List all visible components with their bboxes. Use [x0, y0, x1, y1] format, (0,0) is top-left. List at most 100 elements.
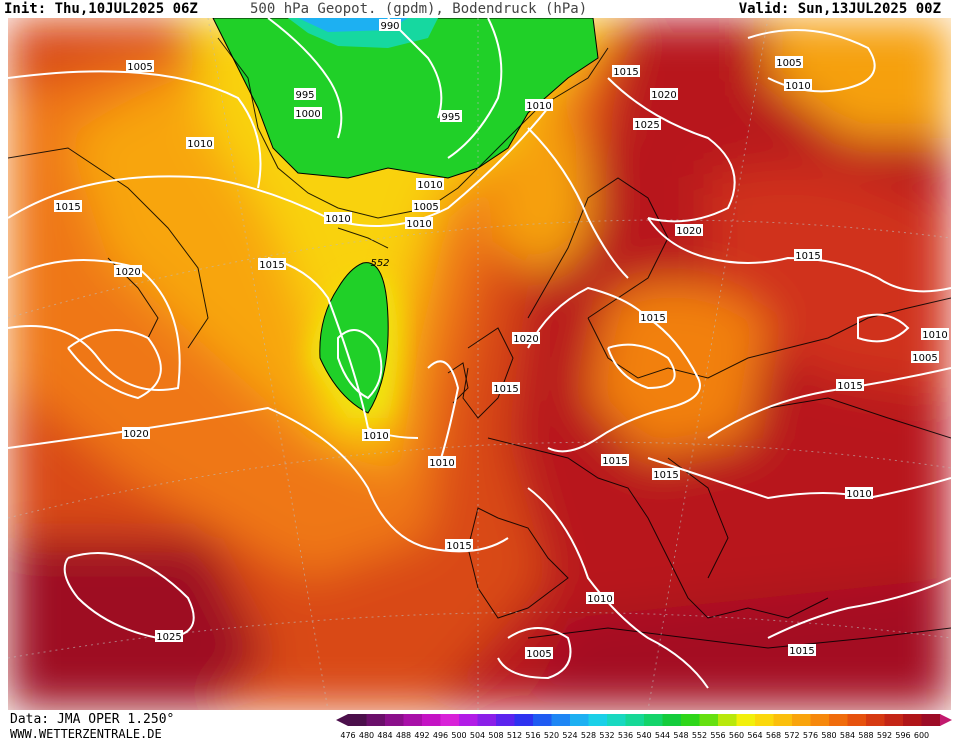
cutoff-low	[319, 262, 389, 414]
svg-text:1005: 1005	[413, 202, 438, 213]
scale-swatch	[699, 714, 719, 726]
label-1020c: 1020	[512, 332, 540, 345]
label-1015b: 1015	[54, 200, 82, 213]
scale-label: 548	[673, 731, 688, 740]
label-1020d: 1020	[675, 224, 703, 237]
scale-label: 508	[488, 731, 503, 740]
label-1020e: 1020	[122, 427, 150, 440]
svg-text:1020: 1020	[676, 226, 701, 237]
scale-swatch	[866, 714, 885, 726]
scale-swatch	[403, 714, 423, 726]
label-1010c: 1010	[525, 99, 553, 112]
label-1020: 1020	[650, 88, 678, 101]
isobar-labels: 1005 1010 995 1000 1010 990 995 1010 101…	[54, 19, 949, 660]
svg-text:1015: 1015	[640, 313, 665, 324]
svg-text:1020: 1020	[651, 90, 676, 101]
label-1015f: 1015	[794, 249, 822, 262]
svg-text:1020: 1020	[115, 267, 140, 278]
scale-swatches	[336, 714, 952, 726]
scale-swatch	[570, 714, 589, 726]
label-1015d: 1015	[492, 382, 520, 395]
label-1010d: 1010	[784, 79, 812, 92]
label-1010f: 1010	[416, 178, 444, 191]
svg-text:1010: 1010	[785, 81, 810, 92]
svg-text:1010: 1010	[846, 489, 871, 500]
label-1010j: 1010	[845, 487, 873, 500]
scale-label: 524	[562, 731, 577, 740]
scale-swatch	[588, 714, 608, 726]
scale-swatch	[736, 714, 756, 726]
label-1015k: 1015	[788, 644, 816, 657]
svg-text:1010: 1010	[922, 330, 947, 341]
scale-label: 480	[359, 731, 374, 740]
svg-text:1010: 1010	[187, 139, 212, 150]
label-1020b: 1020	[114, 265, 142, 278]
scale-label: 488	[396, 731, 411, 740]
label-1010h: 1010	[428, 456, 456, 469]
scale-labels: 476 480 484 488 492 496 500 504 508 512 516 520 524 5…	[340, 731, 929, 740]
svg-text:1005: 1005	[912, 353, 937, 364]
header-bar: Init: Thu,10JUL2025 06Z 500 hPa Geopot. …	[0, 0, 959, 18]
scale-swatch	[773, 714, 793, 726]
svg-text:1015: 1015	[55, 202, 80, 213]
scale-label: 600	[914, 731, 929, 740]
label-1010k: 1010	[586, 592, 614, 605]
svg-text:1010: 1010	[417, 180, 442, 191]
svg-text:1015: 1015	[653, 470, 678, 481]
scale-swatch	[625, 714, 645, 726]
svg-text:1015: 1015	[493, 384, 518, 395]
footer-bar: Data: JMA OPER 1.250° WWW.WETTERZENTRALE…	[0, 710, 959, 741]
label-1025: 1025	[633, 118, 661, 131]
scale-label: 492	[414, 731, 429, 740]
scale-swatch	[718, 714, 737, 726]
scale-swatch	[829, 714, 848, 726]
scale-label: 544	[655, 731, 670, 740]
svg-text:995: 995	[295, 90, 314, 101]
label-1015c: 1015	[258, 258, 286, 271]
label-1015j: 1015	[445, 539, 473, 552]
graticule	[8, 18, 951, 710]
scale-label: 564	[747, 731, 762, 740]
scale-label: 532	[599, 731, 614, 740]
scale-swatch	[662, 714, 682, 726]
scale-label: 540	[636, 731, 651, 740]
scale-label: 520	[544, 731, 559, 740]
label-990: 990	[379, 19, 401, 32]
scale-swatch	[607, 714, 626, 726]
label-1010b: 1010	[324, 212, 352, 225]
scale-label: 500	[451, 731, 466, 740]
scale-label: 584	[840, 731, 855, 740]
scale-label: 576	[803, 731, 818, 740]
scale-label: 588	[858, 731, 873, 740]
svg-text:1000: 1000	[295, 109, 320, 120]
label-1005b: 1005	[775, 56, 803, 69]
chart-title: 500 hPa Geopot. (gpdm), Bodendruck (hPa)	[250, 1, 588, 17]
scale-swatch	[903, 714, 922, 726]
scale-label: 568	[766, 731, 781, 740]
scale-label: 504	[470, 731, 485, 740]
scale-label: 496	[433, 731, 448, 740]
scale-swatch	[551, 714, 571, 726]
label-1000: 1000	[294, 107, 322, 120]
scale-swatch	[792, 714, 811, 726]
svg-text:995: 995	[441, 112, 460, 123]
svg-text:1015: 1015	[613, 67, 638, 78]
scale-swatch	[755, 714, 774, 726]
weather-map: 1005 1010 995 1000 1010 990 995 1010 101…	[8, 18, 951, 710]
scale-swatch	[440, 714, 460, 726]
label-1005e: 1005	[911, 351, 939, 364]
scale-label: 596	[895, 731, 910, 740]
scale-swatch	[366, 714, 386, 726]
scale-swatch	[644, 714, 663, 726]
label-552: 552	[370, 258, 389, 269]
scale-label: 580	[821, 731, 836, 740]
scale-label: 484	[377, 731, 392, 740]
scale-label: 592	[877, 731, 892, 740]
init-time: Init: Thu,10JUL2025 06Z	[4, 1, 198, 17]
svg-text:1005: 1005	[776, 58, 801, 69]
svg-text:1015: 1015	[837, 381, 862, 392]
svg-text:1010: 1010	[526, 101, 551, 112]
label-1015: 1015	[612, 65, 640, 78]
scale-swatch	[496, 714, 515, 726]
label-1005d: 1005	[412, 200, 440, 213]
